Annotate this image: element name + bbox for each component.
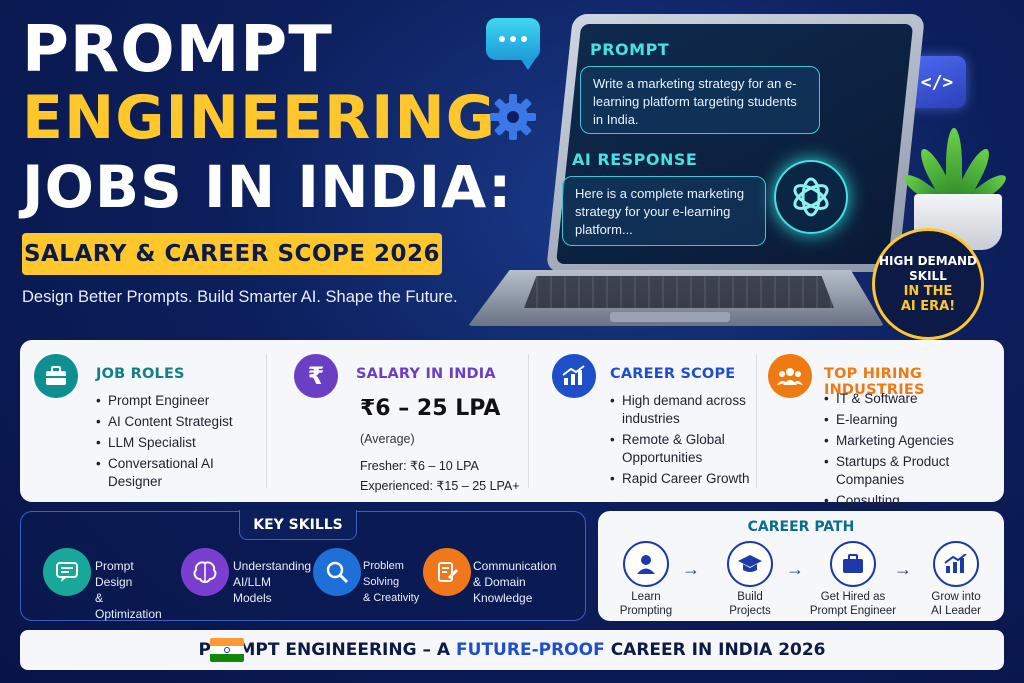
divider — [266, 354, 267, 488]
skill-line2: & Creativity — [363, 592, 420, 604]
step-line1: Learn — [631, 591, 661, 603]
career-scope-list: High demand across industries Remote & G… — [610, 392, 758, 491]
openai-logo-icon — [774, 160, 848, 234]
plant-leaf — [946, 128, 962, 200]
career-scope-title: CAREER SCOPE — [610, 366, 736, 382]
footer-highlight: FUTURE-PROOF — [456, 640, 605, 660]
laptop-keyboard — [524, 276, 834, 308]
list-item: LLM Specialist — [96, 434, 256, 452]
salary-experienced: Experienced: ₹15 – 25 LPA+ — [360, 479, 520, 493]
career-step: Grow into AI Leader — [908, 541, 1004, 618]
salary-note: (Average) — [360, 432, 415, 446]
step-line2: AI Leader — [931, 605, 981, 617]
footer-banner: PROMPT ENGINEERING – A FUTURE-PROOF CARE… — [20, 630, 1004, 670]
job-roles-title: JOB ROLES — [96, 366, 185, 382]
badge-line3: IN THE — [903, 284, 953, 299]
step-line1: Grow into — [931, 591, 981, 603]
list-item: Consulting — [824, 492, 994, 510]
skill-item: Problem Solving & Creativity — [313, 544, 423, 604]
divider — [528, 354, 529, 488]
divider — [756, 354, 757, 488]
badge-line2: SKILL — [909, 269, 947, 283]
step-line2: Prompting — [619, 605, 673, 617]
ai-response-label: AI RESPONSE — [572, 150, 698, 169]
briefcase-icon — [830, 541, 876, 587]
hero-title-line2: ENGINEERING — [22, 83, 496, 153]
career-step: Get Hired as Prompt Engineer — [798, 541, 908, 618]
footer-text-part1: PROMPT ENGINEERING – A — [198, 640, 451, 660]
tagline: Design Better Prompts. Build Smarter AI.… — [22, 288, 458, 306]
people-group-icon — [768, 354, 812, 398]
person-icon — [623, 541, 669, 587]
footer-text-part2: CAREER IN INDIA 2026 — [610, 640, 826, 660]
badge-line4: AI ERA! — [900, 299, 956, 314]
key-skills-title: KEY SKILLS — [239, 510, 357, 540]
chat-bubble-tail — [520, 58, 536, 70]
list-item: Conversational AI Designer — [96, 455, 256, 491]
ai-response-box: Here is a complete marketing strategy fo… — [562, 176, 766, 246]
briefcase-icon — [34, 354, 78, 398]
list-item: High demand across industries — [610, 392, 758, 428]
career-scope-section: CAREER SCOPE High demand across industri… — [552, 350, 762, 498]
info-panel: JOB ROLES Prompt Engineer AI Content Str… — [20, 340, 1004, 510]
arrow-right-icon: → — [894, 559, 912, 579]
growth-chart-icon — [552, 354, 596, 398]
industries-section: TOP HIRING INDUSTRIES IT & Software E-le… — [768, 350, 1000, 510]
hero-title-line3: JOBS IN INDIA: — [22, 153, 513, 221]
career-step: Learn Prompting — [598, 541, 694, 618]
india-flag-icon — [210, 638, 244, 662]
skill-line2: & Domain Knowledge — [473, 575, 533, 605]
list-item: Rapid Career Growth — [610, 470, 758, 488]
step-line2: Projects — [729, 605, 771, 617]
prompt-box: Write a marketing strategy for an e-lear… — [580, 66, 820, 134]
list-item: E-learning — [824, 411, 994, 429]
list-item: AI Content Strategist — [96, 413, 256, 431]
list-item: IT & Software — [824, 390, 994, 408]
skill-item: Understanding AI/LLM Models — [181, 544, 312, 605]
arrow-right-icon: → — [786, 559, 804, 579]
brain-icon — [181, 548, 229, 596]
chat-bubble-icon — [486, 18, 540, 60]
magnifier-icon — [313, 548, 361, 596]
job-roles-list: Prompt Engineer AI Content Strategist LL… — [96, 392, 256, 494]
chat-icon — [43, 548, 91, 596]
graduation-cap-icon — [727, 541, 773, 587]
laptop-trackpad — [610, 312, 730, 322]
salary-fresher: Fresher: ₹6 – 10 LPA — [360, 459, 479, 473]
industries-list: IT & Software E-learning Marketing Agenc… — [824, 390, 994, 513]
skill-item: Prompt Design & Optimization — [43, 544, 173, 621]
skill-line2: AI/LLM Models — [233, 575, 272, 605]
rupee-icon: ₹ — [294, 354, 338, 398]
skill-line1: Prompt Design — [95, 559, 134, 589]
arrow-right-icon: → — [682, 559, 700, 579]
salary-range: ₹6 – 25 LPA — [360, 396, 501, 421]
list-item: Marketing Agencies — [824, 432, 994, 450]
hero-title-line1: PROMPT — [22, 13, 333, 87]
growth-chart-icon — [933, 541, 979, 587]
list-item: Startups & Product Companies — [824, 453, 994, 489]
edit-document-icon — [423, 548, 471, 596]
step-line1: Build — [737, 591, 763, 603]
step-line1: Get Hired as — [820, 591, 886, 603]
key-skills-section: KEY SKILLS Prompt Design & Optimization … — [20, 510, 586, 621]
list-item: Remote & Global Opportunities — [610, 431, 758, 467]
career-path-title: CAREER PATH — [747, 519, 855, 535]
skill-line1: Problem Solving — [363, 560, 404, 588]
skill-line2: & Optimization — [95, 591, 162, 621]
job-roles-section: JOB ROLES Prompt Engineer AI Content Str… — [34, 350, 264, 498]
step-line2: Prompt Engineer — [809, 605, 897, 617]
skill-line1: Understanding — [233, 559, 312, 573]
high-demand-badge: HIGH DEMAND SKILL IN THE AI ERA! — [872, 228, 984, 340]
list-item: Prompt Engineer — [96, 392, 256, 410]
subtitle-bar: SALARY & CAREER SCOPE 2026 — [22, 233, 442, 275]
career-step: Build Projects — [702, 541, 798, 618]
prompt-label: PROMPT — [590, 40, 670, 59]
career-path-section: CAREER PATH Learn Prompting → Build Proj… — [598, 511, 1004, 621]
salary-title: SALARY IN INDIA — [356, 366, 496, 382]
salary-section: ₹ SALARY IN INDIA ₹6 – 25 LPA (Average) … — [294, 350, 524, 498]
skill-item: Communication & Domain Knowledge — [423, 544, 583, 605]
skill-line1: Communication — [473, 559, 557, 573]
badge-line1: HIGH DEMAND — [879, 254, 977, 268]
gear-icon — [490, 94, 536, 140]
